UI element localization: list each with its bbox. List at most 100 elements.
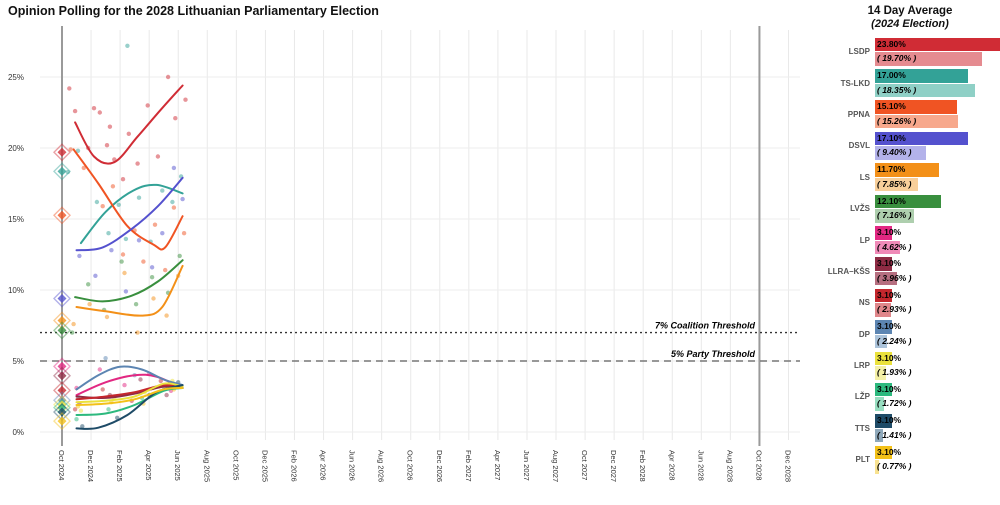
avg-bar: 12.10% [875, 194, 941, 209]
prev-bar: ( 1.72% ) [875, 397, 912, 411]
y-axis-tick-label: 25% [8, 73, 24, 82]
x-axis-tick-label: Dec 2027 [609, 450, 618, 482]
prev-bar: ( 19.70% ) [875, 52, 983, 66]
trend-line-LSDP [74, 84, 184, 165]
trend-line-PPNA [72, 148, 184, 251]
avg-bar-value: 3.10% [877, 446, 902, 457]
scatter-point-LP [97, 367, 103, 372]
party-row-NS: NS 3.10% ( 2.93% ) [820, 287, 1000, 318]
party-row-PPNA: PPNA 15.10% ( 15.26% ) [820, 99, 1000, 130]
scatter-point-LSDP [126, 131, 131, 136]
scatter-point-LSDP [72, 108, 78, 114]
prev-bar: ( 4.62% ) [875, 240, 912, 255]
y-axis-tick-label: 20% [8, 144, 24, 153]
election-result-diamond-TTS [57, 407, 67, 417]
prev-bar-value: ( 1.93% ) [877, 367, 912, 378]
avg-bar: 3.10% [875, 445, 901, 460]
prev-bar-value: ( 4.62% ) [877, 241, 912, 252]
party-bars: 3.10% ( 2.24% ) [875, 320, 1000, 349]
prev-bar-value: ( 1.72% ) [877, 398, 912, 409]
scatter-point-LŽP [106, 407, 111, 412]
scatter-point-LSDP [155, 154, 161, 159]
scatter-point-PPNA [152, 222, 158, 227]
avg-bar: 3.10% [875, 288, 901, 303]
scatter-point-LS [71, 321, 76, 327]
avg-bar: 3.10% [875, 320, 901, 334]
trend-line-TS-LKD [79, 183, 184, 245]
election-result-diamond-DSVL [57, 294, 67, 304]
avg-bar-value: 23.80% [877, 38, 906, 49]
party-row-LLRA–KŠS: LLRA–KŠS 3.10% ( 3.96% ) [820, 256, 1000, 287]
scatter-point-LVŽS [86, 282, 91, 287]
election-result-diamond-LP [57, 361, 67, 371]
trend-line-DSVL [75, 176, 184, 252]
party-bars: 17.00% ( 18.35% ) [875, 69, 1000, 98]
polling-chart-area: 7% Coalition Threshold 5% Party Threshold… [8, 26, 800, 482]
x-axis-tick-label: Oct 2024 [57, 450, 66, 480]
party-bars: 3.10% ( 4.62% ) [875, 226, 1000, 255]
scatter-point-TTS [80, 424, 85, 429]
scatter-point-TS-LKD [65, 169, 71, 175]
scatter-point-TS-LKD [94, 199, 100, 205]
scatter-point-LSDP [165, 74, 171, 80]
x-axis-tick-label: Oct 2027 [580, 450, 589, 480]
scatter-point-LSDP [120, 177, 126, 182]
prev-bar-value: ( 2.93% ) [877, 304, 912, 315]
scatter-point-TS-LKD [125, 43, 130, 48]
scatter-point-PPNA [110, 184, 116, 189]
scatter-point-LLRA–KŠS [138, 377, 143, 382]
election-result-diamond-LVŽS [57, 325, 67, 335]
scatter-point-LP [122, 382, 127, 388]
x-axis-tick-label: Aug 2025 [202, 450, 211, 482]
prev-bar-value: ( 3.96% ) [877, 272, 912, 283]
party-bars: 3.10% ( 0.77% ) [875, 445, 1000, 474]
scatter-point-PPNA [68, 147, 73, 152]
x-axis-tick-label: Jun 2025 [173, 450, 182, 481]
x-axis-tick-label: Jun 2028 [696, 450, 705, 481]
party-code-label: TS-LKD [840, 78, 870, 88]
party-row-TS-LKD: TS-LKD 17.00% ( 18.35% ) [820, 67, 1000, 98]
avg-bar-value: 15.10% [877, 101, 906, 112]
x-axis-tick-label: Aug 2026 [377, 450, 386, 482]
scatter-point-LSDP [107, 124, 113, 129]
party-row-TTS: TTS 3.10% ( 1.41% ) [820, 413, 1000, 444]
prev-bar-value: ( 7.85% ) [877, 178, 912, 189]
avg-bar: 3.10% [875, 257, 901, 271]
avg-bar-value: 17.00% [877, 70, 906, 81]
scatter-point-LS [87, 302, 92, 307]
scatter-point-DSVL [136, 238, 142, 243]
avg-bar-value: 3.10% [877, 352, 902, 363]
election-result-diamond-outline-PPNA [53, 206, 71, 225]
prev-bar: ( 3.96% ) [875, 271, 912, 286]
election-result-diamond-LLRA–KŠS [57, 371, 67, 381]
scatter-point-LS [164, 313, 169, 318]
party-code-label: LRP [854, 361, 870, 371]
party-row-LVŽS: LVŽS 12.10% ( 7.16% ) [820, 193, 1000, 224]
x-axis-tick-label: Apr 2027 [493, 450, 502, 480]
party-bars: 15.10% ( 15.26% ) [875, 100, 1000, 129]
prev-bar-value: ( 7.16% ) [877, 210, 912, 221]
avg-bar-value: 12.10% [877, 195, 906, 206]
scatter-point-PPNA [181, 231, 187, 236]
scatter-point-DSVL [93, 273, 98, 278]
avg-bar-value: 11.70% [877, 164, 906, 175]
party-bars: 11.70% ( 7.85% ) [875, 163, 1000, 192]
trend-line-LS [75, 264, 184, 317]
x-axis-tick-label: Oct 2026 [406, 450, 415, 480]
polling-chart-svg: 7% Coalition Threshold 5% Party Threshold… [8, 26, 800, 482]
scatter-point-PPNA [163, 267, 168, 273]
party-bars: 3.10% ( 1.72% ) [875, 382, 1000, 411]
scatter-point-LVŽS [133, 302, 139, 307]
avg-bar: 3.10% [875, 226, 901, 240]
trend-line-PLT [75, 387, 184, 406]
scatter-point-TS-LKD [160, 188, 165, 193]
party-bars: 17.10% ( 9.40% ) [875, 131, 1000, 160]
scatter-point-PPNA [100, 204, 105, 209]
party-row-LP: LP 3.10% ( 4.62% ) [820, 224, 1000, 255]
scatter-point-LS [151, 296, 156, 301]
x-axis-tick-label: Oct 2028 [754, 450, 763, 480]
scatter-point-DP [103, 356, 108, 361]
prev-bar-value: ( 0.77% ) [877, 461, 912, 472]
trend-line-DP [75, 365, 184, 391]
party-bars: 3.10% ( 1.41% ) [875, 414, 1000, 443]
